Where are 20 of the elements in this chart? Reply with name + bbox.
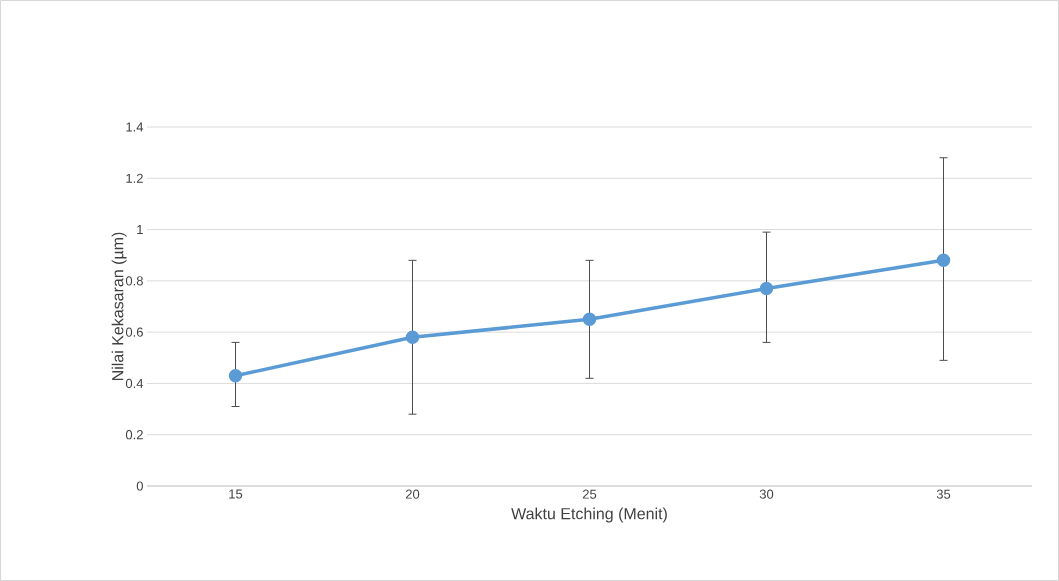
y-tick-label: 0.6 — [125, 327, 143, 337]
point — [759, 281, 774, 296]
point — [228, 368, 243, 383]
y-axis-title: Nilai Kekasaran (µm) — [111, 232, 127, 381]
point — [582, 312, 597, 327]
y-tick-label: 0.8 — [125, 276, 143, 286]
y-tick-label: 1 — [137, 225, 143, 235]
x-tick-label: 20 — [405, 489, 420, 499]
y-tick-label: 0.4 — [125, 378, 144, 389]
y-tick-label: 1.2 — [126, 173, 143, 183]
x-tick-label: 25 — [582, 489, 597, 499]
y-tick-label: 0.2 — [125, 430, 143, 440]
x-axis-title: Waktu Etching (Menit) — [511, 507, 667, 523]
x-tick-label: 15 — [229, 489, 243, 499]
point — [936, 253, 951, 268]
y-tick-label: 0 — [136, 481, 143, 491]
y-tick-label: 1.4 — [126, 122, 144, 132]
point — [405, 330, 420, 345]
x-tick-label: 35 — [936, 489, 951, 499]
x-tick-label: 30 — [759, 489, 774, 499]
